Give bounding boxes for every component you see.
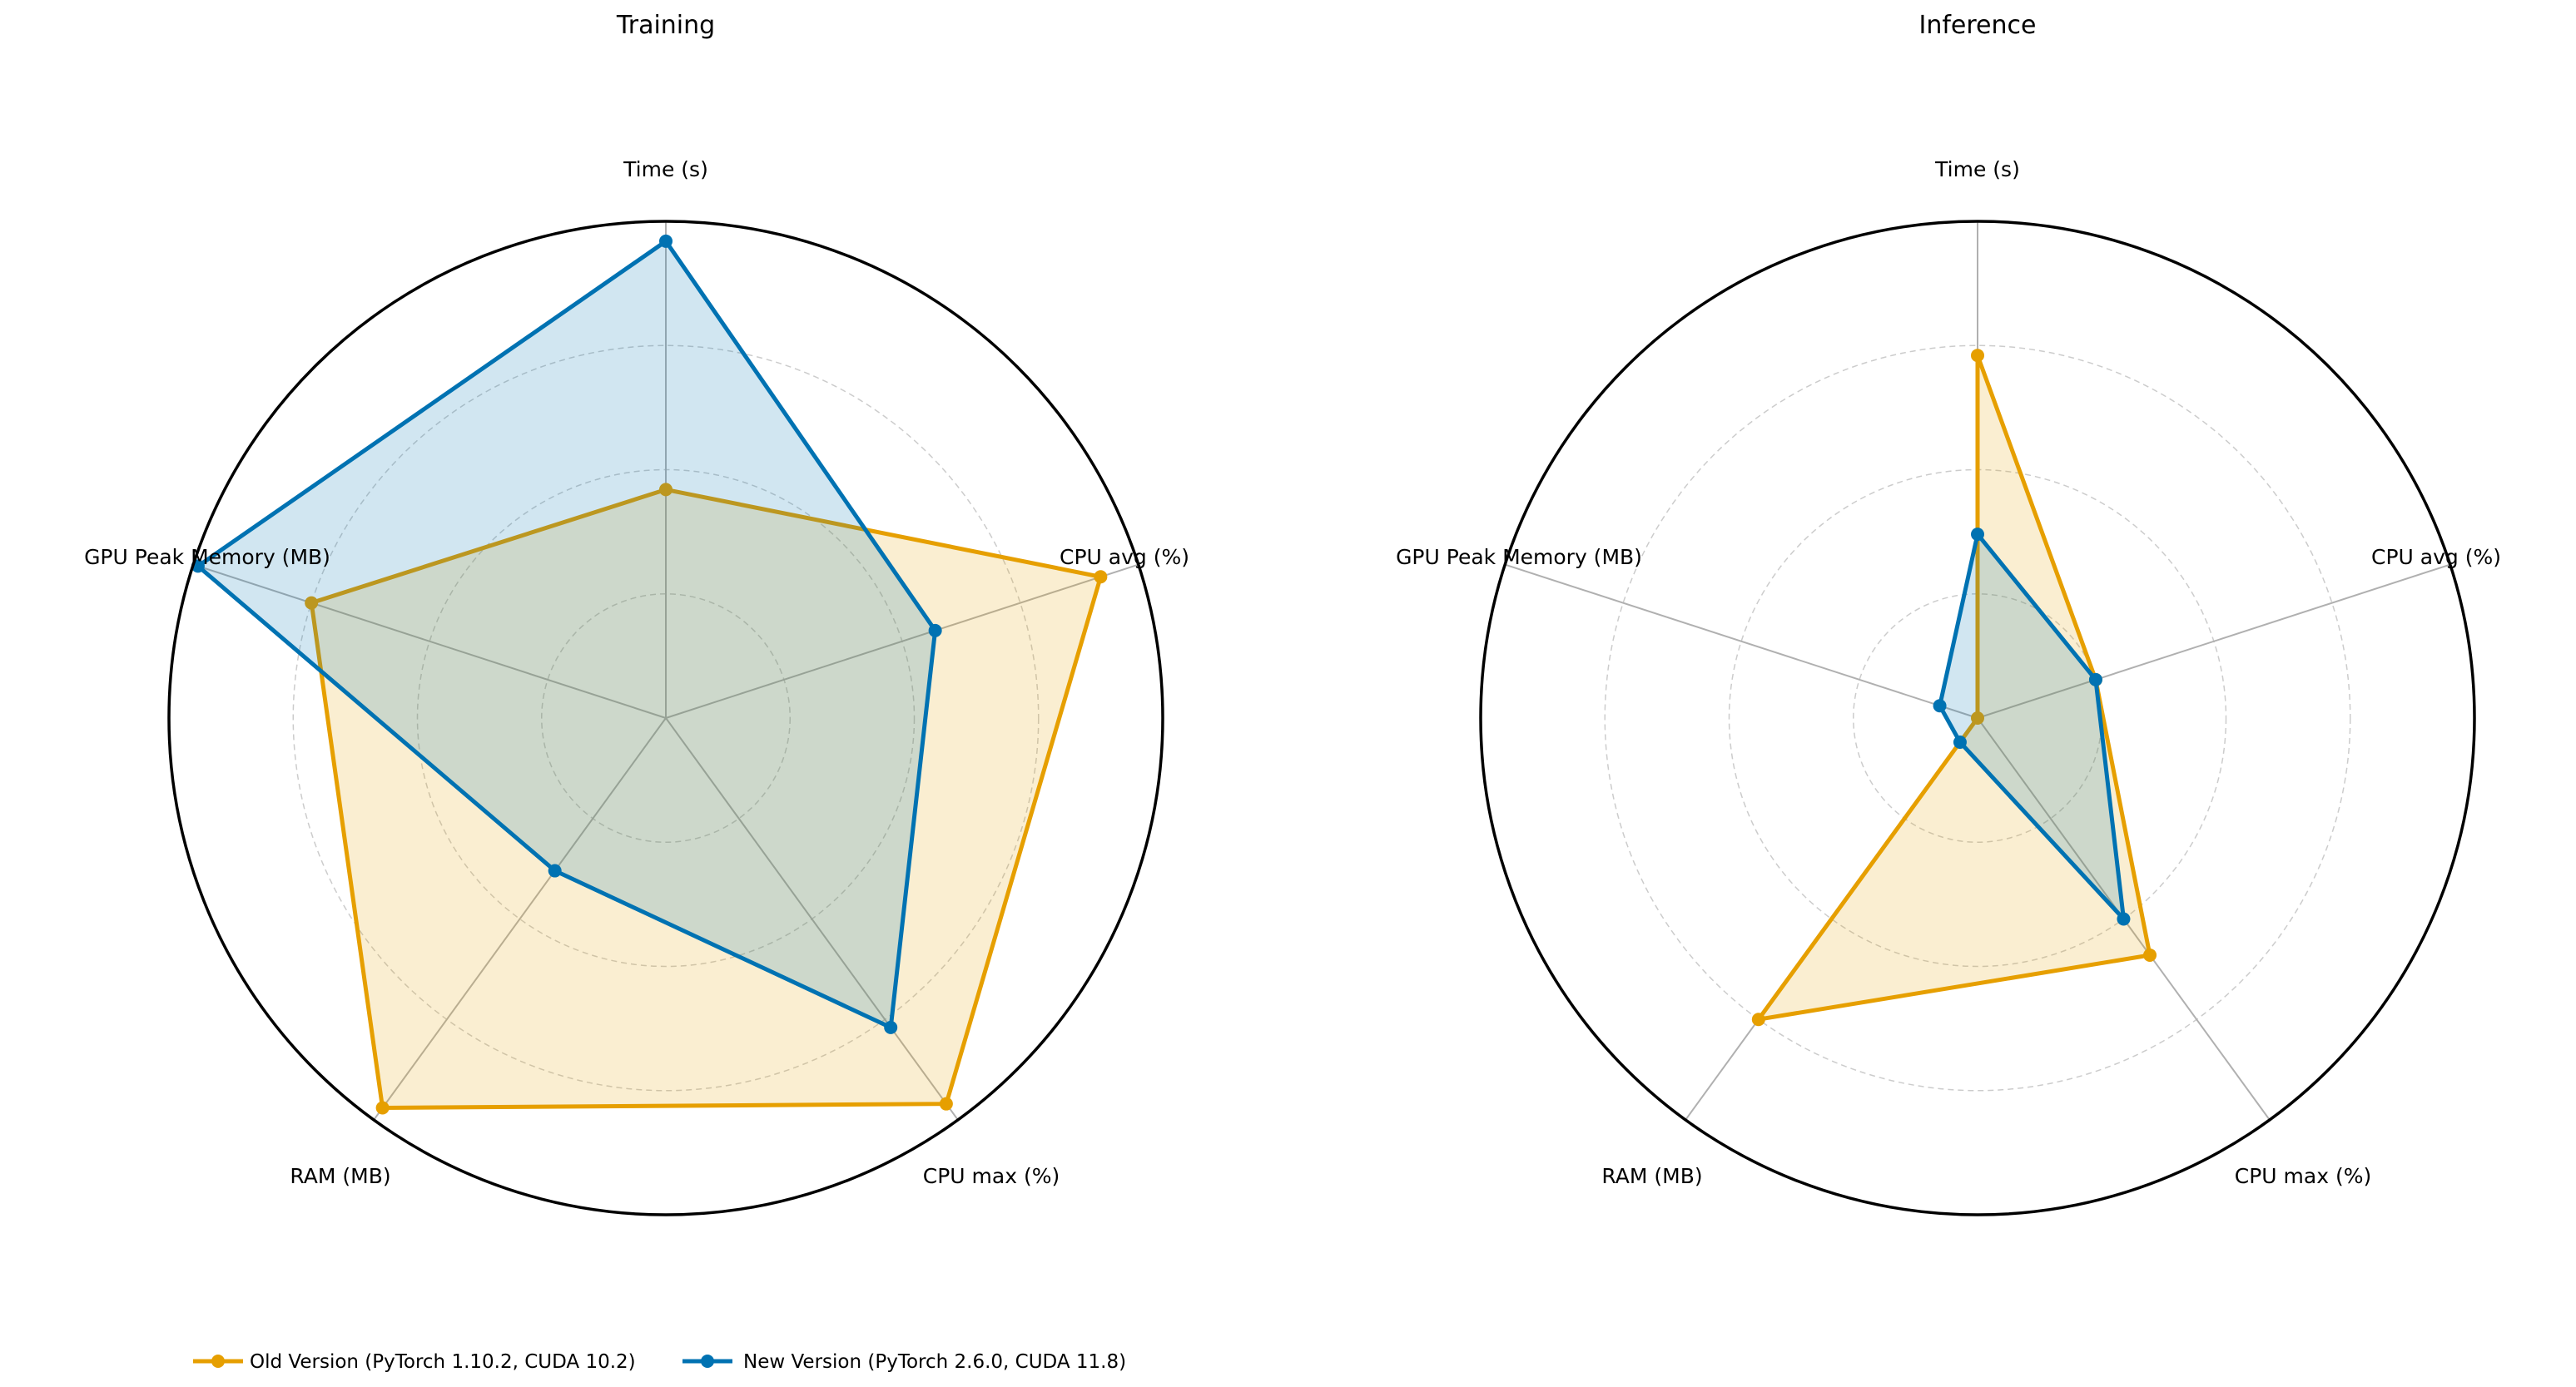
inference-title: Inference: [1919, 11, 2037, 40]
legend-old-label: Old Version (PyTorch 1.10.2, CUDA 10.2): [250, 1351, 636, 1373]
legend: Old Version (PyTorch 1.10.2, CUDA 10.2) …: [193, 1351, 1126, 1373]
inference-new-point-cpu-avg: [2088, 672, 2102, 686]
training-spoke-ram-mb: [373, 717, 667, 1121]
legend-old-marker: [211, 1355, 225, 1368]
inference-old-point-ram-mb: [1751, 1013, 1765, 1027]
inference-spoke-cpu-avg: [1977, 563, 2451, 719]
training-axis-label-gpu-peak-memory-mb: GPU Peak Memory (MB): [84, 545, 330, 569]
training-axis-label-cpu-avg: CPU avg (%): [1060, 545, 1189, 569]
training-old-point-cpu-avg: [1094, 570, 1108, 584]
legend-new-label: New Version (PyTorch 2.6.0, CUDA 11.8): [743, 1351, 1126, 1373]
inference-axis-label-time-s: Time (s): [1934, 157, 2020, 181]
inference-series-old-line: [1754, 354, 2152, 1023]
training-new-point-cpu-max: [884, 1020, 898, 1034]
inference-axis-label-cpu-max: CPU max (%): [2235, 1164, 2371, 1188]
inference-series-new-line: [1937, 529, 2127, 925]
training-new-point-ram-mb: [548, 864, 562, 878]
inference-old-point-time-s: [1971, 349, 1984, 363]
training-axis-label-time-s: Time (s): [623, 157, 708, 181]
training-series-new-line: [194, 238, 938, 1031]
training-axis-label-cpu-max: CPU max (%): [923, 1164, 1060, 1188]
inference-grid-ring-3: [1604, 344, 2351, 1092]
training-old-point-cpu-max: [939, 1097, 953, 1111]
training-panel: Time (s) CPU avg (%) CPU max (%) RAM (MB) GP…: [84, 11, 1189, 1216]
inference-panel: Time (s) CPU avg (%) CPU max (%) RAM (MB) GP…: [1396, 11, 2501, 1216]
inference-new-point-ram-mb: [1953, 735, 1967, 749]
training-spoke-cpu-max: [665, 717, 959, 1121]
training-spoke-gpu-peak-memory-mb: [192, 563, 667, 719]
inference-axis-label-cpu-avg: CPU avg (%): [2371, 545, 2501, 569]
inference-spoke-gpu-peak-memory-mb: [1504, 563, 1978, 719]
inference-new-point-time-s: [1971, 528, 1984, 542]
training-series-new-area: [197, 240, 936, 1028]
inference-old-point-gpu-peak-memory-mb: [1971, 711, 1984, 725]
training-axis-label-ram-mb: RAM (MB): [290, 1164, 390, 1188]
training-old-point-ram-mb: [375, 1101, 390, 1115]
training-new-point-time-s: [659, 234, 673, 248]
training-grid-ring-3: [292, 344, 1040, 1092]
training-series-old-area: [311, 489, 1101, 1108]
inference-series-old-area: [1758, 355, 2150, 1020]
training-spoke-cpu-avg: [665, 563, 1139, 719]
inference-axis-label-ram-mb: RAM (MB): [1601, 1164, 1702, 1188]
legend-new-marker: [701, 1355, 714, 1368]
inference-outer-ring: [1479, 220, 2476, 1216]
training-grid-ring-1: [541, 593, 791, 843]
training-new-point-cpu-avg: [928, 623, 942, 637]
training-series-old-line: [309, 487, 1104, 1111]
training-old-point-gpu-peak-memory-mb: [305, 596, 319, 610]
inference-new-point-gpu-peak-memory-mb: [1933, 699, 1947, 713]
inference-series-new-area: [1939, 534, 2124, 919]
inference-old-point-cpu-max: [2143, 948, 2157, 962]
inference-new-point-cpu-max: [2117, 912, 2131, 926]
training-old-point-time-s: [659, 483, 673, 497]
training-outer-ring: [167, 220, 1164, 1216]
inference-axis-label-gpu-peak-memory-mb: GPU Peak Memory (MB): [1396, 545, 1642, 569]
training-title: Training: [616, 11, 715, 40]
